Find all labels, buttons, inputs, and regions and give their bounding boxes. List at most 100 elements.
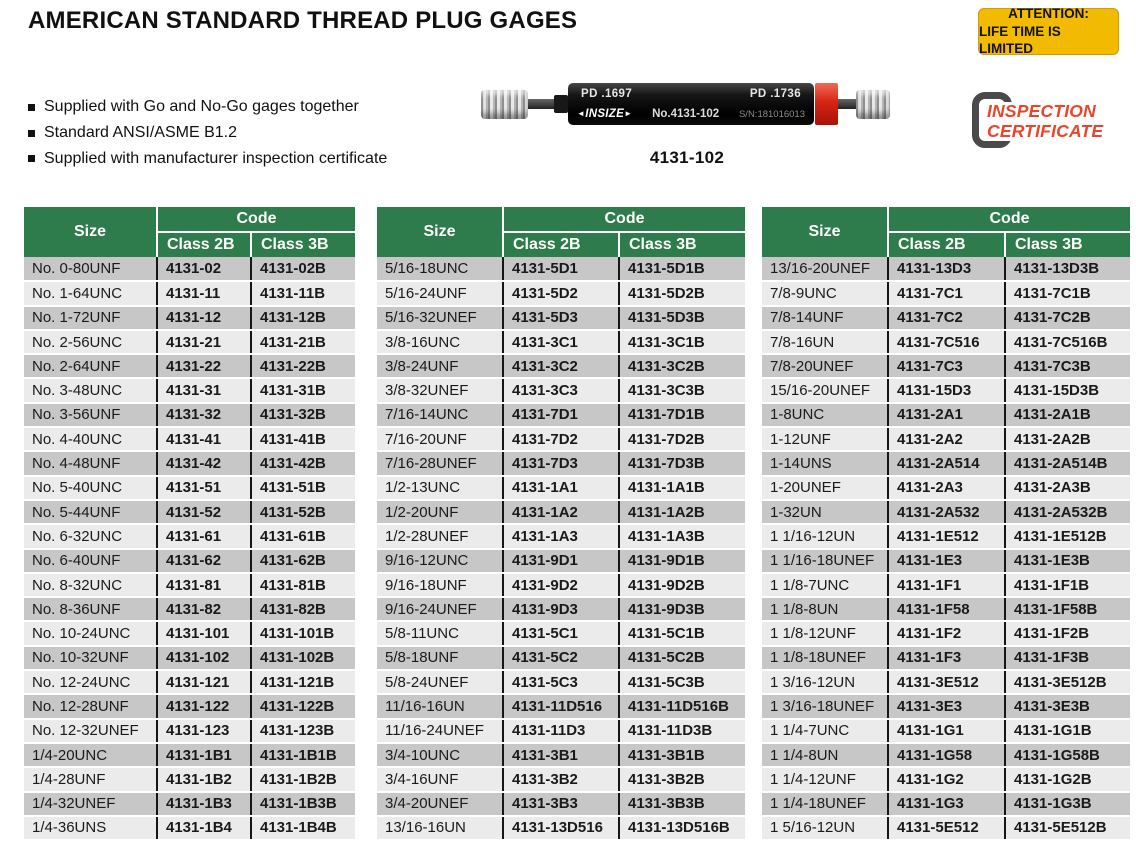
table-row: 1 1/4-7UNC 4131-1G1 4131-1G1B — [762, 718, 1130, 744]
code-cell: 4131-1F2B — [1004, 621, 1130, 647]
table-row: 9/16-24UNEF 4131-9D3 4131-9D3B — [377, 597, 745, 623]
table-row: 1 5/16-12UN 4131-5E512 4131-5E512B — [762, 815, 1130, 842]
table-row: 13/16-16UN 4131-13D516 4131-13D516B — [377, 815, 745, 842]
size-cell: 7/8-9UNC — [762, 281, 888, 307]
code-cell: 4131-61B — [250, 524, 355, 550]
table-row: 1/4-36UNS 4131-1B4 4131-1B4B — [24, 815, 355, 842]
gage-red-ring — [815, 83, 838, 125]
code-cell: 4131-12B — [250, 305, 355, 331]
size-cell: No. 4-40UNC — [24, 427, 157, 453]
table-row: 3/8-32UNEF 4131-3C3 4131-3C3B — [377, 378, 745, 404]
code-cell: 4131-1E512B — [1004, 524, 1130, 550]
table-row: 7/16-28UNEF 4131-7D3 4131-7D3B — [377, 451, 745, 477]
size-cell: No. 2-64UNF — [24, 354, 157, 380]
table-row: 1/4-28UNF 4131-1B2 4131-1B2B — [24, 767, 355, 793]
code-cell: 4131-7C1B — [1004, 281, 1130, 307]
code-cell: 4131-123B — [250, 718, 355, 744]
code-cell: 4131-3B1 — [502, 742, 619, 769]
square-bullet-icon — [28, 129, 35, 137]
attention-badge: ATTENTION: LIFE TIME IS LIMITED — [978, 6, 1119, 57]
code-cell: 4131-1G2B — [1004, 767, 1130, 793]
code-cell: 4131-123 — [156, 718, 251, 744]
code-cell: 4131-2A2 — [887, 427, 1005, 453]
table-row: 1-8UNC 4131-2A1 4131-2A1B — [762, 402, 1130, 429]
size-cell: 1/2-28UNEF — [377, 524, 503, 550]
size-cell: 1-20UNEF — [762, 475, 888, 501]
code-cell: 4131-7D3 — [502, 451, 619, 477]
size-cell: 7/16-28UNEF — [377, 451, 503, 477]
code-cell: 4131-2A514B — [1004, 451, 1130, 477]
table-row: 7/16-14UNC 4131-7D1 4131-7D1B — [377, 402, 745, 429]
code-cell: 4131-5C2B — [618, 645, 745, 672]
table-row: 1 1/16-18UNEF 4131-1E3 4131-1E3B — [762, 548, 1130, 574]
size-cell: 1/2-13UNC — [377, 475, 503, 501]
code-cell: 4131-3B2B — [618, 767, 745, 793]
code-cell: 4131-51B — [250, 475, 355, 501]
size-cell: No. 2-56UNC — [24, 329, 157, 356]
size-cell: 5/16-18UNC — [377, 257, 503, 283]
code-cell: 4131-3E512B — [1004, 670, 1130, 696]
column-header-class3b: Class 3B — [250, 232, 355, 257]
column-header-code: Code — [156, 207, 355, 233]
size-cell: 1 1/8-8UN — [762, 597, 888, 623]
gage-handle-body: PD .1697 PD .1736 ◄INSIZE► No.4131-102 S… — [568, 83, 814, 125]
table-row: No. 1-72UNF 4131-12 4131-12B — [24, 305, 355, 331]
size-cell: No. 3-48UNC — [24, 378, 157, 404]
table-row: 9/16-18UNF 4131-9D2 4131-9D2B — [377, 572, 745, 599]
code-cell: 4131-1G1 — [887, 718, 1005, 744]
size-cell: 3/8-24UNF — [377, 354, 503, 380]
code-cell: 4131-1B1 — [156, 742, 251, 769]
table-row: 1/2-28UNEF 4131-1A3 4131-1A3B — [377, 524, 745, 550]
code-cell: 4131-1G3B — [1004, 791, 1130, 817]
table-row: 5/8-24UNEF 4131-5C3 4131-5C3B — [377, 670, 745, 696]
code-cell: 4131-1E3B — [1004, 548, 1130, 574]
size-cell: No. 1-64UNC — [24, 281, 157, 307]
code-cell: 4131-42B — [250, 451, 355, 477]
code-cell: 4131-21B — [250, 329, 355, 356]
code-cell: 4131-3C1B — [618, 329, 745, 356]
column-header-class2b: Class 2B — [502, 232, 619, 257]
code-cell: 4131-3E3 — [887, 694, 1005, 720]
size-cell: 3/8-32UNEF — [377, 378, 503, 404]
size-cell: 1 1/4-7UNC — [762, 718, 888, 744]
code-cell: 4131-7C2B — [1004, 305, 1130, 331]
code-cell: 4131-3B3B — [618, 791, 745, 817]
code-cell: 4131-1A2 — [502, 499, 619, 526]
code-cell: 4131-13D516B — [618, 815, 745, 842]
code-cell: 4131-5C1B — [618, 621, 745, 647]
code-cell: 4131-62 — [156, 548, 251, 574]
size-cell: 9/16-24UNEF — [377, 597, 503, 623]
code-cell: 4131-5C3 — [502, 670, 619, 696]
gage-pd-markings: PD .1697 PD .1736 — [568, 88, 814, 100]
code-cell: 4131-101B — [250, 621, 355, 647]
code-cell: 4131-7C3 — [887, 354, 1005, 380]
code-cell: 4131-5E512B — [1004, 815, 1130, 842]
size-cell: No. 12-32UNEF — [24, 718, 157, 744]
code-cell: 4131-22 — [156, 354, 251, 380]
attention-line2: LIFE TIME IS LIMITED — [979, 23, 1061, 57]
size-cell: 11/16-24UNEF — [377, 718, 503, 744]
size-cell: 5/16-32UNEF — [377, 305, 503, 331]
insize-logo: ◄INSIZE► — [577, 108, 633, 120]
table-row: 1/2-13UNC 4131-1A1 4131-1A1B — [377, 475, 745, 501]
code-cell: 4131-41 — [156, 427, 251, 453]
size-cell: No. 5-44UNF — [24, 499, 157, 526]
feature-text: Standard ANSI/ASME B1.2 — [44, 123, 237, 141]
size-cell: No. 8-32UNC — [24, 572, 157, 599]
code-cell: 4131-21 — [156, 329, 251, 356]
table-row: 3/4-16UNF 4131-3B2 4131-3B2B — [377, 767, 745, 793]
size-cell: 13/16-20UNEF — [762, 257, 888, 283]
size-cell: 7/16-14UNC — [377, 402, 503, 429]
certificate-text: INSPECTION CERTIFICATE — [985, 102, 1106, 141]
inspection-certificate-logo: INSPECTION CERTIFICATE — [972, 92, 1132, 150]
table-row: No. 10-24UNC 4131-101 4131-101B — [24, 621, 355, 647]
list-item: Supplied with manufacturer inspection ce… — [28, 149, 387, 170]
code-cell: 4131-102B — [250, 645, 355, 672]
code-cell: 4131-32 — [156, 402, 251, 429]
code-cell: 4131-2A2B — [1004, 427, 1130, 453]
code-cell: 4131-3C3B — [618, 378, 745, 404]
code-cell: 4131-13D3 — [887, 257, 1005, 283]
code-cell: 4131-5D1B — [618, 257, 745, 283]
code-cell: 4131-1B2 — [156, 767, 251, 793]
code-cell: 4131-5C2 — [502, 645, 619, 672]
